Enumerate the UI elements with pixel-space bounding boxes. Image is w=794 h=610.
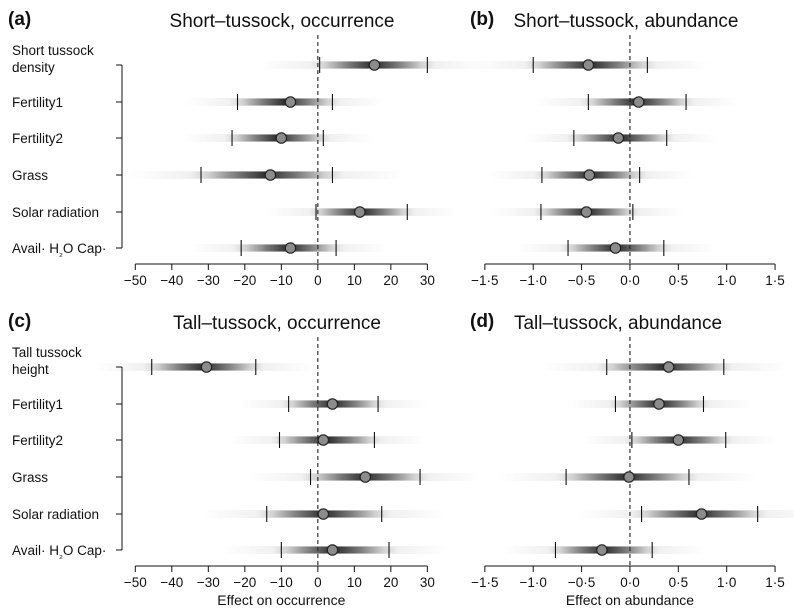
x-tick-label: −1·5 bbox=[471, 575, 498, 590]
panel-title: Tall–tussock, occurrence bbox=[173, 313, 381, 334]
x-tick-label: 1·5 bbox=[765, 273, 785, 288]
panel-letter: (c) bbox=[8, 311, 31, 332]
x-tick-label: −20 bbox=[233, 273, 256, 288]
row-label: Tall tussock bbox=[12, 345, 82, 360]
estimate-point bbox=[368, 59, 381, 71]
estimate-point bbox=[632, 96, 645, 108]
panel-title: Short–tussock, occurrence bbox=[170, 11, 395, 32]
panel-letter: (b) bbox=[470, 9, 494, 30]
chart-panel-c: (c) Tall–tussock, occurrence Tall tussock h… bbox=[8, 311, 481, 608]
x-axis-title: Effect on abundance bbox=[566, 592, 694, 608]
x-tick-label: −20 bbox=[233, 575, 256, 590]
x-axis-title: Effect on occurrence bbox=[217, 592, 345, 608]
estimate-point bbox=[284, 96, 297, 108]
row-label: Avail· H₂O Cap· bbox=[12, 241, 106, 259]
x-tick-label: 1·5 bbox=[765, 575, 785, 590]
row-label: Fertility1 bbox=[12, 397, 63, 412]
x-tick-label: −0·5 bbox=[568, 273, 595, 288]
x-tick-label: −40 bbox=[160, 273, 183, 288]
x-tick-label: 1·0 bbox=[717, 575, 737, 590]
estimate-point bbox=[695, 508, 708, 520]
x-tick-label: −40 bbox=[160, 575, 183, 590]
x-tick-label: 10 bbox=[347, 273, 362, 288]
x-tick-label: −1·0 bbox=[520, 575, 547, 590]
x-tick-label: −1·5 bbox=[471, 273, 498, 288]
panel-letter: (d) bbox=[470, 311, 494, 332]
estimate-point bbox=[354, 206, 366, 218]
estimate-point bbox=[580, 206, 593, 218]
x-tick-label: 0·0 bbox=[620, 273, 640, 288]
estimate-point bbox=[359, 471, 372, 483]
x-tick-label: −10 bbox=[270, 575, 293, 590]
estimate-point bbox=[653, 398, 665, 410]
x-tick-label: 10 bbox=[347, 575, 362, 590]
x-tick-label: 1·0 bbox=[717, 273, 737, 288]
row-label: Grass bbox=[12, 168, 48, 183]
estimate-point bbox=[317, 434, 330, 446]
estimate-point bbox=[623, 471, 635, 483]
estimate-point bbox=[609, 242, 622, 254]
row-label: Fertility2 bbox=[12, 433, 63, 448]
estimate-point bbox=[583, 169, 596, 181]
x-tick-label: 20 bbox=[383, 273, 398, 288]
x-tick-label: −1·0 bbox=[520, 273, 547, 288]
chart-panel-d: (d) Tall–tussock, abundance −1·5 −1·0 −0·5 0·… bbox=[470, 311, 794, 608]
row-label: Grass bbox=[12, 470, 48, 485]
panel-letter: (a) bbox=[8, 9, 31, 30]
estimate-point bbox=[284, 242, 297, 254]
chart-panel-a: (a) Short–tussock, occurrence Short tussoc… bbox=[8, 9, 487, 288]
estimate-point bbox=[612, 132, 625, 144]
x-tick-label: 30 bbox=[420, 273, 435, 288]
row-label: Solar radiation bbox=[12, 205, 99, 220]
x-tick-label: −50 bbox=[124, 575, 147, 590]
x-tick-label: 0·5 bbox=[669, 575, 689, 590]
estimate-point bbox=[582, 59, 595, 71]
x-tick-label: 0·0 bbox=[620, 575, 640, 590]
x-tick-label: 0·5 bbox=[669, 273, 689, 288]
row-label: Fertility2 bbox=[12, 131, 63, 146]
x-tick-label: −10 bbox=[270, 273, 293, 288]
x-tick-label: 0 bbox=[314, 575, 322, 590]
x-tick-label: −50 bbox=[124, 273, 147, 288]
row-label: density bbox=[12, 60, 55, 75]
row-label: Avail· H₂O Cap· bbox=[12, 543, 106, 561]
x-tick-label: −30 bbox=[197, 575, 220, 590]
panel-title: Short–tussock, abundance bbox=[514, 11, 739, 32]
estimate-point bbox=[662, 361, 675, 373]
row-label: Solar radiation bbox=[12, 507, 99, 522]
estimate-point bbox=[596, 544, 608, 556]
estimate-point bbox=[317, 508, 330, 520]
chart-panel-b: (b) Short–tussock, abundance −1·5 −1·0 −0·5 0… bbox=[470, 9, 785, 288]
x-tick-label: −30 bbox=[197, 273, 220, 288]
x-tick-label: −0·5 bbox=[568, 575, 595, 590]
estimate-point bbox=[326, 398, 339, 410]
x-tick-label: 0 bbox=[314, 273, 322, 288]
x-tick-label: 20 bbox=[383, 575, 398, 590]
panel-title: Tall–tussock, abundance bbox=[514, 313, 722, 334]
estimate-point bbox=[264, 169, 277, 181]
row-label: Short tussock bbox=[12, 43, 94, 58]
x-tick-label: 30 bbox=[420, 575, 435, 590]
estimate-point bbox=[275, 132, 288, 144]
estimate-point bbox=[672, 434, 685, 446]
row-label: Fertility1 bbox=[12, 95, 63, 110]
row-label: height bbox=[12, 362, 49, 377]
estimate-point bbox=[200, 361, 213, 373]
estimate-point bbox=[326, 544, 339, 556]
